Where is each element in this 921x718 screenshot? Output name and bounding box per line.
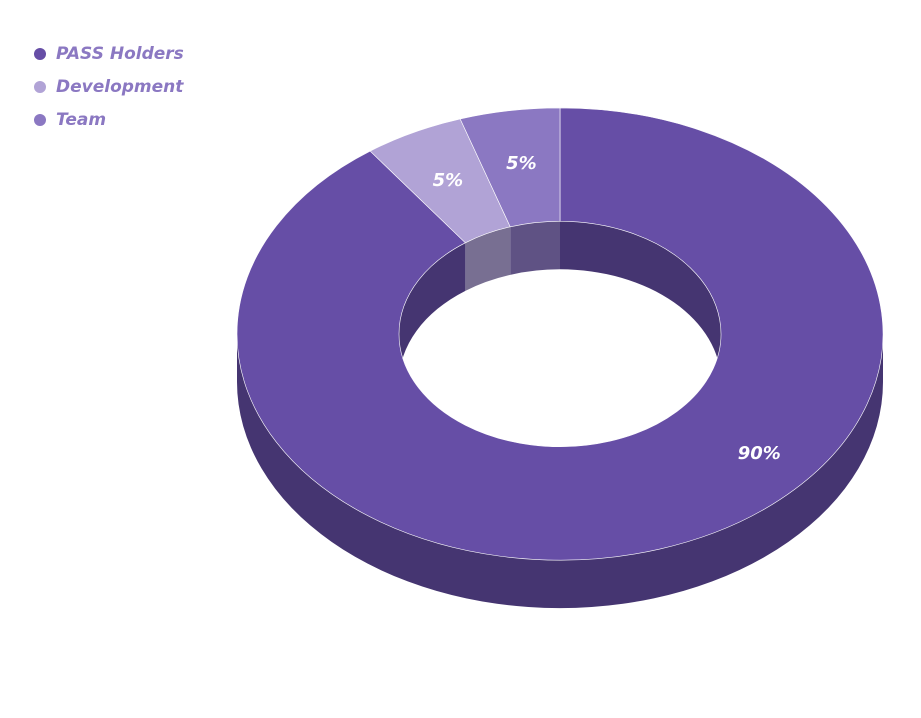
donut-tops xyxy=(236,107,884,561)
legend-item-pass-holders[interactable]: PASS Holders xyxy=(34,37,184,70)
slice-team xyxy=(459,107,561,228)
chart-legend: PASS Holders Development Team xyxy=(34,37,184,136)
data-label-development: 5% xyxy=(433,170,464,191)
inner-wall-pass-holders xyxy=(560,221,721,382)
donut-sides xyxy=(237,334,883,609)
legend-item-team[interactable]: Team xyxy=(34,103,184,136)
inner-wall-development xyxy=(465,226,511,291)
slice-pass-holders xyxy=(236,107,884,561)
data-label-team: 5% xyxy=(506,153,537,174)
legend-label: PASS Holders xyxy=(56,43,184,64)
outer-wall-pass-holders xyxy=(237,334,883,609)
data-label-pass-holders: 90% xyxy=(738,443,781,464)
donut-inner-walls xyxy=(399,221,721,382)
legend-swatch xyxy=(34,113,46,126)
legend-item-development[interactable]: Development xyxy=(34,70,184,103)
legend-label: Team xyxy=(56,109,107,130)
donut-labels: 90% 5% 5% xyxy=(433,153,781,464)
inner-wall-pass-holders xyxy=(399,242,466,382)
legend-label: Development xyxy=(56,76,184,97)
inner-wall-team xyxy=(510,221,560,275)
legend-swatch xyxy=(34,80,46,93)
legend-swatch xyxy=(34,47,46,60)
